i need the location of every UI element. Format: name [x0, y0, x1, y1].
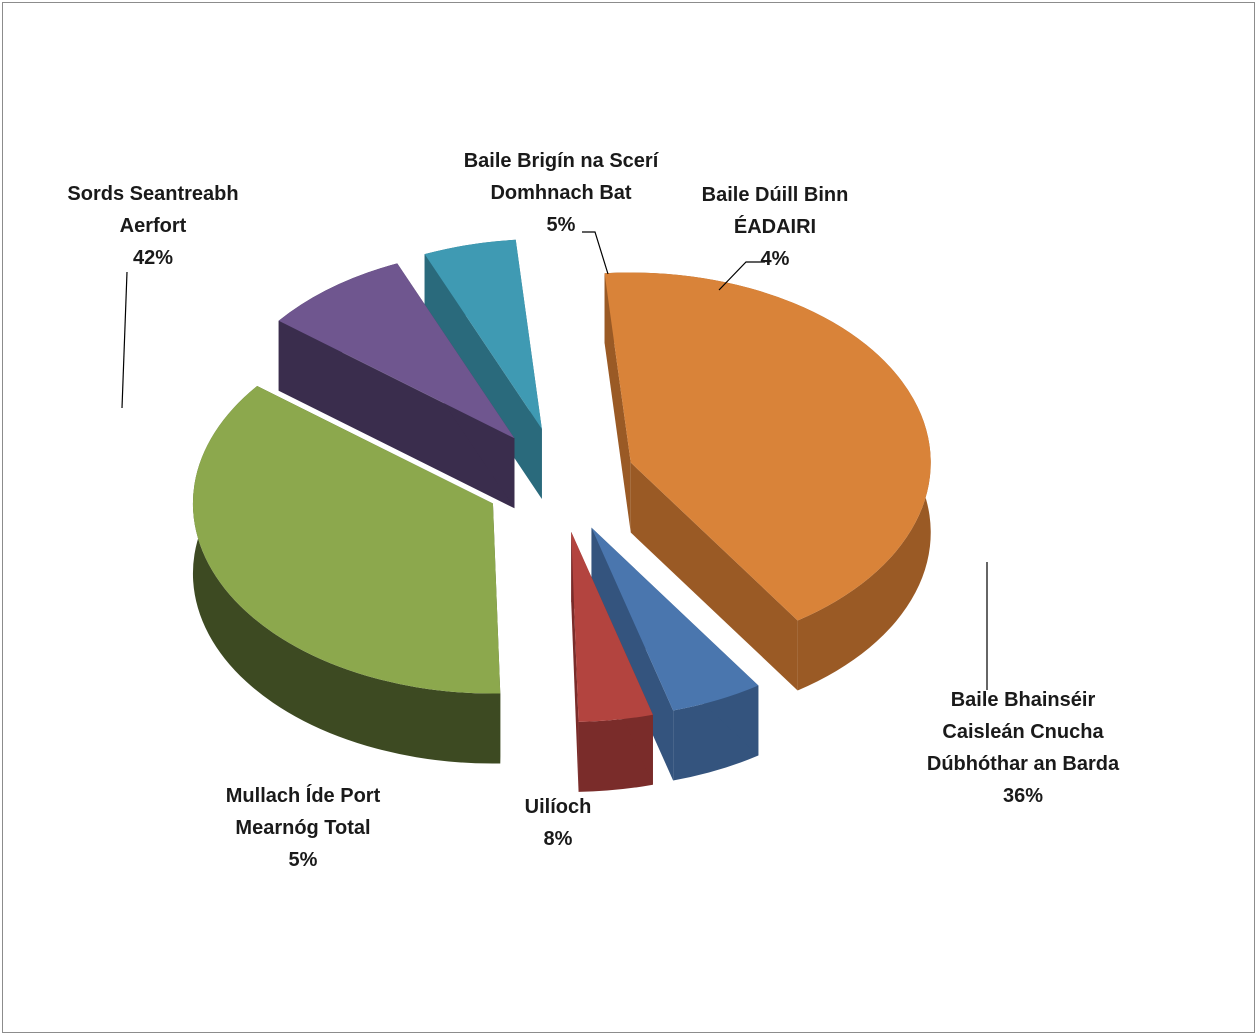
- slice-wall: [571, 531, 579, 792]
- pie-slice-5: [424, 239, 542, 430]
- pie-slice-1: [591, 527, 759, 711]
- slice-wall: [278, 320, 515, 509]
- slice-tops: [192, 239, 931, 722]
- slice-label: Uilíoch 8%: [525, 796, 592, 850]
- slice-side: [192, 386, 501, 764]
- pie-slice-4: [278, 263, 515, 439]
- pie-slice-2: [571, 531, 653, 722]
- slice-label: Mullach Íde Port Mearnóg Total 5%: [226, 784, 381, 871]
- pie-slice-3: [192, 386, 501, 694]
- slice-label: Sords Seantreabh Aerfort 42%: [67, 183, 238, 269]
- slice-labels: Sords Seantreabh Aerfort 42% Baile Brigín n…: [67, 150, 1120, 871]
- leader-line: [121, 271, 128, 409]
- slice-label: Baile Bhainséir Caisleán Cnucha Dúbhóthar …: [927, 689, 1120, 807]
- pie-slice-0: [604, 272, 931, 621]
- leader-line: [582, 231, 609, 275]
- leader-line: [718, 261, 765, 291]
- slice-label: Baile Brigín na Scerí Domhnach Bat 5%: [464, 150, 660, 236]
- slice-wall: [604, 273, 631, 533]
- leader-lines: [121, 231, 988, 690]
- slice-label: Baile Dúill Binn ÉADAIRI 4%: [702, 184, 849, 270]
- slice-wall: [630, 462, 798, 691]
